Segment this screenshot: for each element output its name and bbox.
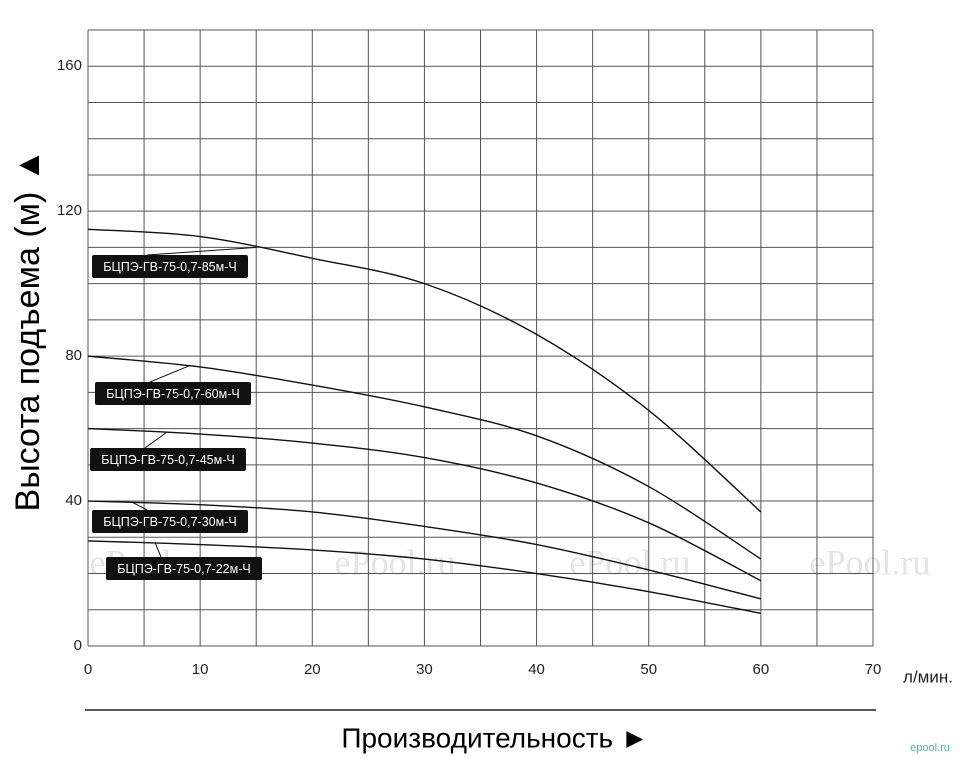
label-box: [106, 557, 262, 580]
series-label: БЦПЭ-ГВ-75-0,7-22м-Ч: [117, 562, 250, 576]
watermark: ePool.ru: [335, 542, 456, 582]
x-axis-label: Производительность ►: [341, 722, 648, 753]
x-tick-label: 40: [528, 661, 545, 678]
series-label: БЦПЭ-ГВ-75-0,7-45м-Ч: [101, 453, 234, 467]
x-tick-label: 60: [753, 661, 770, 678]
y-tick-label: 0: [74, 637, 82, 654]
leader-line: [146, 246, 257, 256]
x-tick-label: 0: [84, 661, 92, 678]
leader-line: [149, 365, 190, 383]
series-label: БЦПЭ-ГВ-75-0,7-85м-Ч: [103, 260, 236, 274]
y-tick-label: 80: [65, 347, 82, 364]
label-box: [92, 510, 248, 533]
y-tick-label: 40: [65, 492, 82, 509]
y-tick-label: 120: [57, 202, 82, 219]
curve: [87, 500, 762, 600]
x-tick-label: 20: [304, 661, 321, 678]
x-unit: л/мин.: [903, 667, 953, 686]
leader-line: [154, 542, 162, 558]
logo: epool.ru: [910, 742, 950, 754]
label-box: [90, 448, 246, 471]
curve: [87, 540, 761, 615]
x-tick-label: 70: [865, 661, 882, 678]
series-label: БЦПЭ-ГВ-75-0,7-60м-Ч: [106, 387, 239, 401]
leader-line: [132, 502, 148, 511]
x-tick-label: 10: [192, 661, 209, 678]
leader-line: [144, 431, 167, 449]
series-label: БЦПЭ-ГВ-75-0,7-30м-Ч: [103, 515, 236, 529]
y-tick-label: 160: [57, 57, 82, 74]
y-axis-label: Высота подъема (м) ▲: [9, 149, 47, 512]
curve: [87, 228, 762, 513]
curve: [87, 427, 762, 582]
watermark: ePool.ru: [810, 542, 931, 582]
label-box: [92, 255, 248, 278]
x-tick-label: 30: [416, 661, 433, 678]
label-box: [95, 382, 251, 405]
x-tick-label: 50: [640, 661, 657, 678]
curve: [87, 355, 762, 560]
